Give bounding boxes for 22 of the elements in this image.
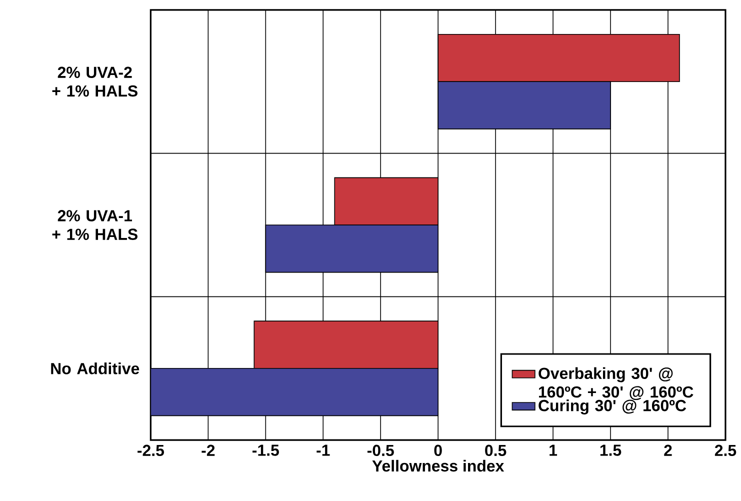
bar — [254, 320, 438, 369]
bar — [150, 368, 438, 416]
x-tick-label: -2.5 — [138, 444, 164, 456]
y-tick-label: 2% UVA-1 + 1% HALS — [52, 210, 138, 240]
x-tick-label: 2.5 — [714, 444, 736, 456]
x-tick-label: 2 — [664, 444, 672, 456]
bar — [438, 81, 611, 130]
y-tick-label: 2% UVA-2 + 1% HALS — [52, 66, 138, 97]
x-tick-label: 1.5 — [600, 444, 622, 456]
x-tick-label: 0 — [434, 444, 442, 456]
x-tick-label: -2 — [202, 444, 215, 456]
x-tick-label: 1 — [550, 444, 558, 456]
x-tick-label: 0.5 — [485, 444, 506, 456]
bar — [265, 224, 438, 273]
x-tick-label: -1 — [316, 444, 330, 456]
legend-label: Overbaking 30' @ 160ºC + 30' @ 160ºC — [538, 367, 694, 400]
y-tick-label: No Additive — [51, 362, 140, 374]
legend-label: Curing 30' @ 160ºC — [538, 400, 686, 414]
x-tick-label: -0.5 — [367, 444, 394, 456]
bar — [334, 177, 438, 226]
x-axis-title: Yellowness index — [372, 460, 504, 472]
x-tick-label: -1.5 — [252, 444, 279, 456]
